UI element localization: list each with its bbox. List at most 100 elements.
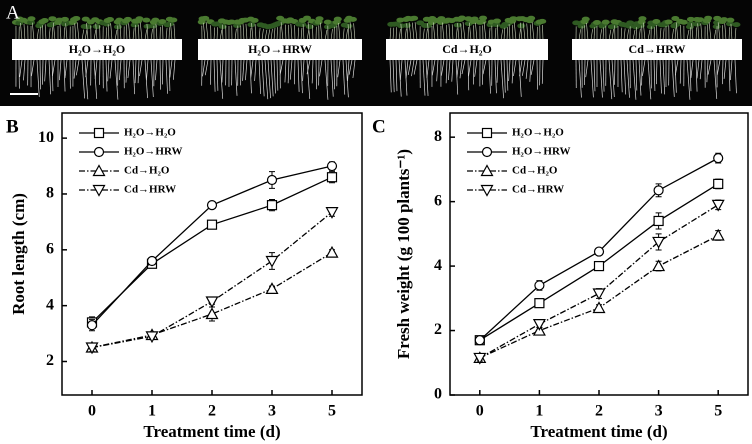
stem (312, 24, 314, 41)
stem (512, 24, 514, 41)
leaf (492, 22, 501, 28)
stem (216, 27, 218, 41)
marker (713, 153, 724, 164)
stem (51, 27, 53, 41)
stem (306, 29, 310, 41)
root (713, 59, 718, 99)
stem (662, 28, 665, 41)
root (319, 59, 323, 77)
y-tick-label: 10 (38, 129, 54, 146)
stem (425, 28, 428, 41)
stem (203, 22, 206, 41)
legend-label: Cd→H₂O (124, 165, 170, 177)
root (425, 59, 429, 96)
leaf (40, 18, 49, 24)
root (496, 59, 499, 83)
root (155, 59, 158, 81)
root (213, 59, 216, 92)
stem (76, 22, 80, 41)
marker (592, 288, 606, 301)
stem (219, 29, 223, 41)
stem (23, 23, 26, 41)
leaf (720, 17, 729, 23)
leaf (227, 19, 236, 25)
stem (522, 22, 526, 41)
root (137, 59, 140, 84)
root (159, 59, 161, 90)
stem (638, 28, 641, 41)
root (679, 59, 682, 84)
stem (280, 22, 284, 41)
legend-label: Cd→H₂O (512, 165, 558, 177)
root (511, 59, 514, 84)
root (500, 59, 504, 99)
stem (264, 29, 268, 41)
leaf (652, 19, 661, 25)
stem (691, 23, 694, 41)
y-axis-label: Root length (cm) (9, 193, 28, 315)
leaf (509, 16, 518, 22)
root (36, 59, 40, 97)
leaf (201, 15, 210, 21)
root (585, 59, 589, 78)
root (63, 59, 66, 92)
root (64, 59, 68, 79)
marker (711, 228, 725, 241)
root (216, 59, 219, 91)
leaf (686, 16, 695, 22)
root (109, 59, 113, 79)
marker (532, 318, 546, 331)
root (19, 59, 23, 78)
marker (593, 260, 605, 272)
root (451, 59, 454, 82)
root (730, 59, 733, 81)
leaf (48, 16, 57, 22)
root (599, 59, 603, 98)
stem (586, 22, 589, 41)
leaf (686, 21, 695, 27)
root (536, 59, 538, 90)
marker (534, 298, 545, 309)
leaf (626, 20, 635, 26)
label-box (12, 39, 182, 60)
stem (578, 29, 581, 41)
leaf (581, 16, 590, 22)
root (94, 59, 98, 79)
root (422, 59, 426, 96)
legend-marker (481, 127, 493, 139)
leaf (458, 15, 467, 21)
leaf (165, 21, 174, 27)
root (426, 59, 430, 78)
stem (261, 28, 264, 41)
leaf (601, 19, 610, 25)
root (270, 59, 274, 97)
stem (276, 27, 278, 41)
stem (267, 29, 271, 41)
root (311, 59, 314, 84)
marker (473, 352, 487, 365)
root (39, 59, 41, 90)
marker (593, 246, 605, 257)
root (264, 59, 269, 100)
leaf (60, 16, 69, 22)
root (324, 59, 329, 100)
stem (300, 27, 303, 41)
root (662, 59, 666, 95)
marker (86, 320, 98, 331)
leaf (478, 19, 487, 25)
leaf (732, 22, 741, 28)
leaf (572, 20, 581, 26)
stem (531, 22, 535, 41)
legend-marker (480, 184, 494, 197)
stem (302, 24, 305, 41)
root (686, 59, 691, 100)
root (721, 59, 724, 85)
root (48, 59, 52, 95)
root (352, 59, 356, 79)
root (723, 59, 727, 79)
stem (53, 22, 56, 41)
leaf (151, 17, 160, 23)
stem (462, 21, 466, 41)
leaf (305, 24, 314, 30)
stem (288, 24, 290, 41)
